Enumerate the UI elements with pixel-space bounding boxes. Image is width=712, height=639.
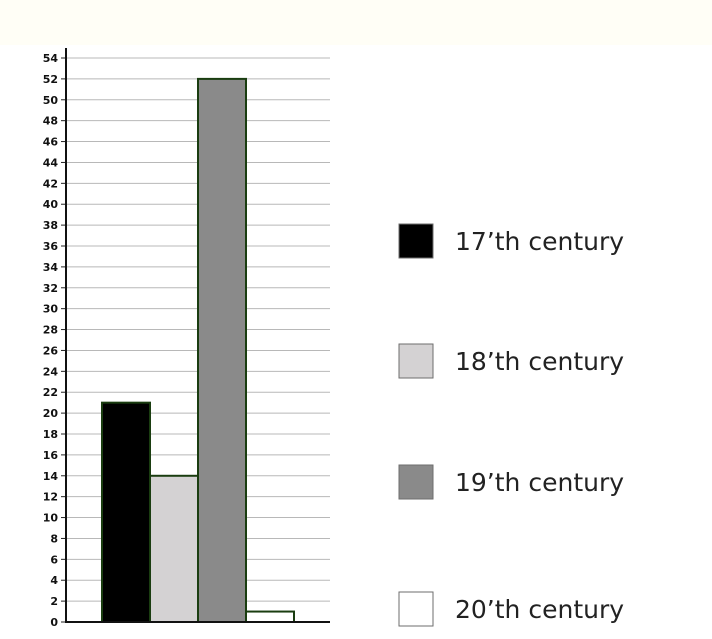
legend-swatch-3	[398, 464, 434, 500]
y-tick-label: 4	[50, 574, 58, 587]
y-tick-label: 20	[43, 407, 59, 420]
bar-1	[101, 401, 151, 623]
y-tick-label: 6	[50, 553, 58, 566]
y-tick-label: 14	[43, 470, 59, 483]
y-tick-label: 46	[43, 136, 59, 149]
y-tick-label: 32	[43, 282, 58, 295]
y-tick-label: 16	[43, 449, 59, 462]
axes	[65, 48, 330, 623]
y-tick-label: 10	[43, 512, 59, 525]
y-tick-label: 44	[43, 156, 59, 169]
legend-label-2: 18’th century	[455, 347, 624, 376]
legend-swatch-2	[398, 343, 434, 379]
y-tick-label: 28	[43, 324, 58, 337]
legend-swatch-4	[398, 591, 434, 627]
y-tick-label: 34	[43, 261, 59, 274]
y-tick-label: 40	[43, 198, 59, 211]
y-tick-label: 0	[50, 616, 58, 629]
y-tick-label: 42	[43, 177, 58, 190]
y-tick-label: 12	[43, 491, 58, 504]
y-tick-label: 30	[43, 303, 59, 316]
y-tick-label: 36	[43, 240, 59, 253]
y-tick-label: 18	[43, 428, 58, 441]
y-tick-label: 38	[43, 219, 58, 232]
legend-label-4: 20’th century	[455, 595, 624, 624]
legend-label-3: 19’th century	[455, 468, 624, 497]
y-tick-label: 22	[43, 386, 58, 399]
y-tick-label: 8	[50, 532, 58, 545]
y-tick-label: 24	[43, 365, 59, 378]
y-tick-label: 48	[43, 115, 58, 128]
y-tick-label: 52	[43, 73, 58, 86]
y-axis-ticks: 0246810121416182022242628303234363840424…	[43, 52, 66, 629]
legend: 17’th century 18’th century 19’th century 2…	[398, 223, 624, 627]
bar-4	[245, 610, 295, 623]
legend-swatch-1	[398, 223, 434, 259]
bars	[101, 77, 295, 623]
y-tick-label: 50	[43, 94, 59, 107]
bar-2	[149, 474, 199, 623]
top-band	[0, 0, 712, 45]
bar-3	[197, 77, 247, 623]
y-tick-label: 54	[43, 52, 59, 65]
y-tick-label: 26	[43, 344, 59, 357]
legend-label-1: 17’th century	[455, 227, 624, 256]
y-tick-label: 2	[50, 595, 58, 608]
